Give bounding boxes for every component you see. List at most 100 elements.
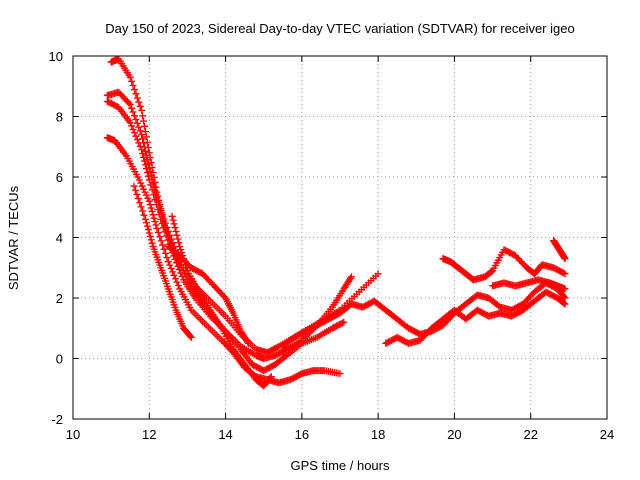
data-point [174,282,182,290]
data-point [126,73,134,81]
data-point [374,270,382,278]
data-point [150,214,158,222]
data-point [144,226,152,234]
data-point [170,220,178,228]
data-point [144,172,152,180]
data-point [140,117,148,125]
data-point [132,90,140,98]
data-point [129,125,137,133]
data-point [244,338,252,346]
series-track-4 [103,134,344,387]
data-point [135,176,143,184]
data-point [134,173,142,181]
data-point [136,199,144,207]
data-point [132,116,140,124]
data-point [138,131,146,139]
data-point [244,339,252,347]
data-point [336,370,344,378]
data-point [133,136,141,144]
data-point [148,186,156,194]
data-point [133,119,141,127]
data-point [172,259,180,267]
data-point [146,201,154,209]
data-point [139,207,147,215]
data-point [142,133,150,141]
data-point [561,255,569,263]
data-point [136,102,144,110]
data-point [171,255,179,263]
data-point [136,127,144,135]
data-point [167,235,175,243]
y-axis-label: SDTVAR / TECUs [6,185,21,290]
data-point [132,132,140,140]
data-point [154,229,162,237]
series-track-12 [550,237,569,263]
data-point [136,142,144,150]
data-point [142,191,150,199]
plot-frame [72,55,608,420]
data-point [561,294,569,302]
data-point [137,179,145,187]
data-point [128,104,136,112]
series-track-10 [439,246,569,284]
data-point [139,112,147,120]
data-point [347,273,355,281]
x-tick-label: 20 [447,427,461,442]
data-point [138,182,146,190]
data-point [169,216,177,224]
data-point [157,215,165,223]
data-point [138,146,146,154]
data-point [159,241,167,249]
data-point [145,229,153,237]
data-point [560,293,568,301]
data-point [151,196,159,204]
data-point [174,235,182,243]
data-point [131,112,139,120]
data-point [560,299,568,307]
data-point [168,212,176,220]
data-point [164,258,172,266]
data-point [144,194,152,202]
data-point [143,222,151,230]
data-point [141,188,149,196]
data-point [140,185,148,193]
data-point [135,123,143,131]
y-tick-label: 4 [56,231,63,246]
data-point [340,318,348,326]
data-point [137,203,145,211]
data-point [141,128,149,136]
data-point [172,227,180,235]
data-point [126,119,134,127]
data-point [128,77,136,85]
data-point [561,285,569,293]
data-point [167,265,175,273]
data-point [154,206,162,214]
data-point [150,191,158,199]
data-point [187,333,195,341]
data-point [128,122,136,130]
data-point [133,94,141,102]
data-point [126,100,134,108]
data-point [152,201,160,209]
data-point [134,195,142,203]
data-point [140,211,148,219]
data-point [186,332,194,340]
data-point [142,219,150,227]
series-track-8 [279,279,569,350]
data-point [160,224,168,232]
data-point [266,374,274,382]
series-track-3 [103,97,348,375]
data-point [141,215,149,223]
data-point [171,224,179,232]
data-point [176,243,184,251]
data-point [163,254,171,262]
data-point [140,153,148,161]
data-point [173,231,181,239]
data-point [141,161,149,169]
data-point [160,245,168,253]
series-track-11 [489,276,569,293]
data-point [170,271,178,279]
data-point [145,197,153,205]
series-track-6 [168,212,275,390]
data-point [147,181,155,189]
